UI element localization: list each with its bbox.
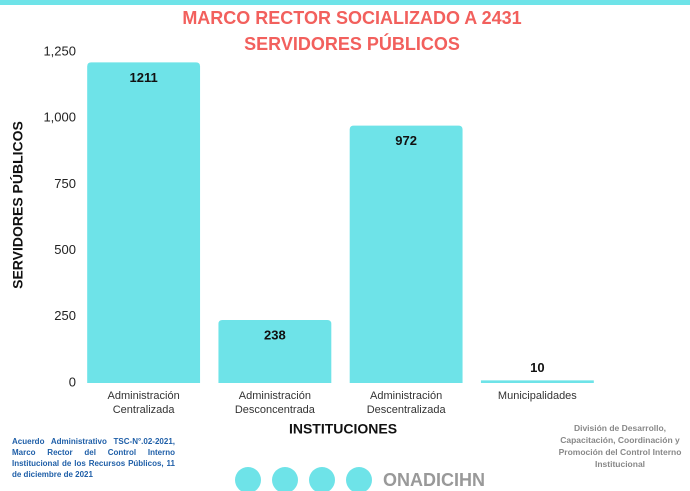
chart-title: SERVIDORES PÚBLICOS: [244, 33, 460, 54]
y-tick-label: 750: [54, 176, 76, 191]
social-icons: [235, 467, 372, 491]
y-tick-label: 500: [54, 242, 76, 257]
bar: [349, 125, 463, 383]
y-axis-label: SERVIDORES PÚBLICOS: [9, 121, 26, 289]
y-tick-label: 250: [54, 308, 76, 323]
brand: ONADICIHN: [383, 470, 485, 490]
x-axis-label: INSTITUCIONES: [289, 421, 397, 437]
value-label: 972: [395, 133, 417, 148]
x-tick-label: Administración Descentralizada: [366, 390, 446, 416]
y-tick-label: 1,000: [43, 110, 76, 125]
x-tick-label: Municipalidades: [497, 390, 577, 402]
value-label: 10: [530, 360, 544, 375]
bar: [87, 62, 201, 383]
x-tick-label: Administración Centralizada: [107, 390, 180, 416]
value-label: 1211: [130, 70, 158, 85]
top-bar: [0, 0, 690, 5]
footer-credit: División de Desarrollo, Capacitación, Co…: [558, 423, 682, 469]
value-label: 238: [264, 327, 286, 342]
chart-title: MARCO RECTOR SOCIALIZADO A 2431: [182, 8, 521, 28]
y-tick-label: 1,250: [43, 43, 76, 58]
x-tick-label: Administración Desconcentrada: [234, 390, 315, 416]
y-tick-label: 0: [69, 374, 76, 389]
bar: [480, 380, 594, 383]
bar: [218, 319, 332, 383]
footer-note: Acuerdo Administrativo TSC-N°.02-2021, M…: [12, 437, 175, 479]
